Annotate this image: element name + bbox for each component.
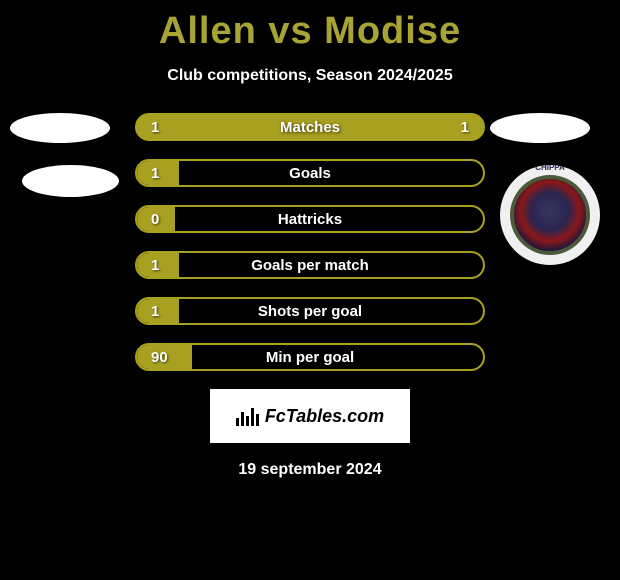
club-badge-text: CHIPPA [500,165,600,172]
stat-label: Hattricks [137,211,483,228]
stats-column: 1Matches11Goals0Hattricks1Goals per matc… [135,113,485,371]
stat-row: 1Shots per goal [135,297,485,325]
page-subtitle: Club competitions, Season 2024/2025 [0,67,620,85]
stat-right-value: 1 [461,119,469,136]
player-left-club-placeholder [22,165,119,197]
footer-brand-text: FcTables.com [265,406,384,427]
footer-brand-banner[interactable]: FcTables.com [210,389,410,443]
stat-label: Goals [137,165,483,182]
stat-row: 1Goals per match [135,251,485,279]
stat-label: Goals per match [137,257,483,274]
fctables-chart-icon [236,406,259,426]
stat-label: Matches [137,119,483,136]
stat-row: 0Hattricks [135,205,485,233]
stat-label: Min per goal [137,349,483,366]
content-area: CHIPPA 1Matches11Goals0Hattricks1Goals p… [0,113,620,479]
page-title: Allen vs Modise [0,0,620,53]
stat-row: 1Matches1 [135,113,485,141]
stat-row: 1Goals [135,159,485,187]
footer-date: 19 september 2024 [0,461,620,479]
stat-label: Shots per goal [137,303,483,320]
player-left-avatar [10,113,110,143]
player-right-club-badge: CHIPPA [500,165,600,265]
stat-row: 90Min per goal [135,343,485,371]
player-right-avatar [490,113,590,143]
club-badge-icon [510,175,590,255]
